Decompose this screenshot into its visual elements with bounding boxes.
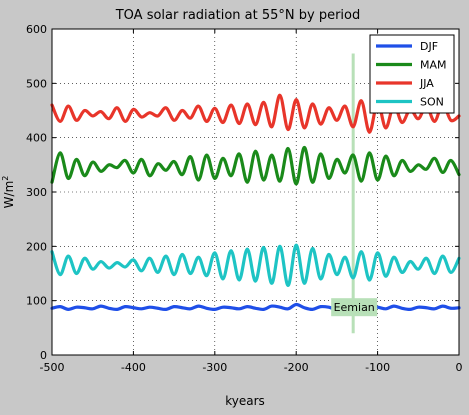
x-axis-label: kyears <box>225 394 265 408</box>
y-tick-label: 600 <box>26 23 47 36</box>
legend-label-djf: DJF <box>420 40 438 53</box>
y-tick-label: 200 <box>26 240 47 253</box>
x-tick-label: -500 <box>40 361 65 374</box>
y-tick-label: 500 <box>26 77 47 90</box>
y-tick-label: 300 <box>26 186 47 199</box>
chart-title: TOA solar radiation at 55°N by period <box>115 8 361 23</box>
legend: DJF MAM JJA SON <box>369 34 455 114</box>
y-axis-label-base: W/m <box>2 181 16 209</box>
axis-ticks: -500 -400 -300 -200 -100 0 0 100 200 300 400 500 600 <box>26 23 463 374</box>
x-tick-label: -200 <box>284 361 309 374</box>
x-tick-label: -400 <box>121 361 146 374</box>
legend-label-jja: JJA <box>419 77 434 90</box>
y-tick-label: 400 <box>26 132 47 145</box>
legend-label-mam: MAM <box>420 59 447 72</box>
eemian-label: Eemian <box>334 301 375 314</box>
series-line-mam <box>50 145 461 186</box>
series-line-djf <box>50 302 461 312</box>
y-tick-label: 100 <box>26 295 47 308</box>
x-tick-label: 0 <box>456 361 463 374</box>
plot-frame <box>51 28 460 356</box>
eemian-label-box <box>331 298 378 317</box>
y-tick-label: 0 <box>40 349 47 362</box>
y-axis-label-superscript: 2 <box>1 176 10 181</box>
legend-label-son: SON <box>420 96 444 109</box>
series-line-son <box>50 243 461 288</box>
x-tick-label: -300 <box>202 361 227 374</box>
y-axis-label: W/m2 <box>1 176 16 209</box>
x-tick-label: -100 <box>365 361 390 374</box>
